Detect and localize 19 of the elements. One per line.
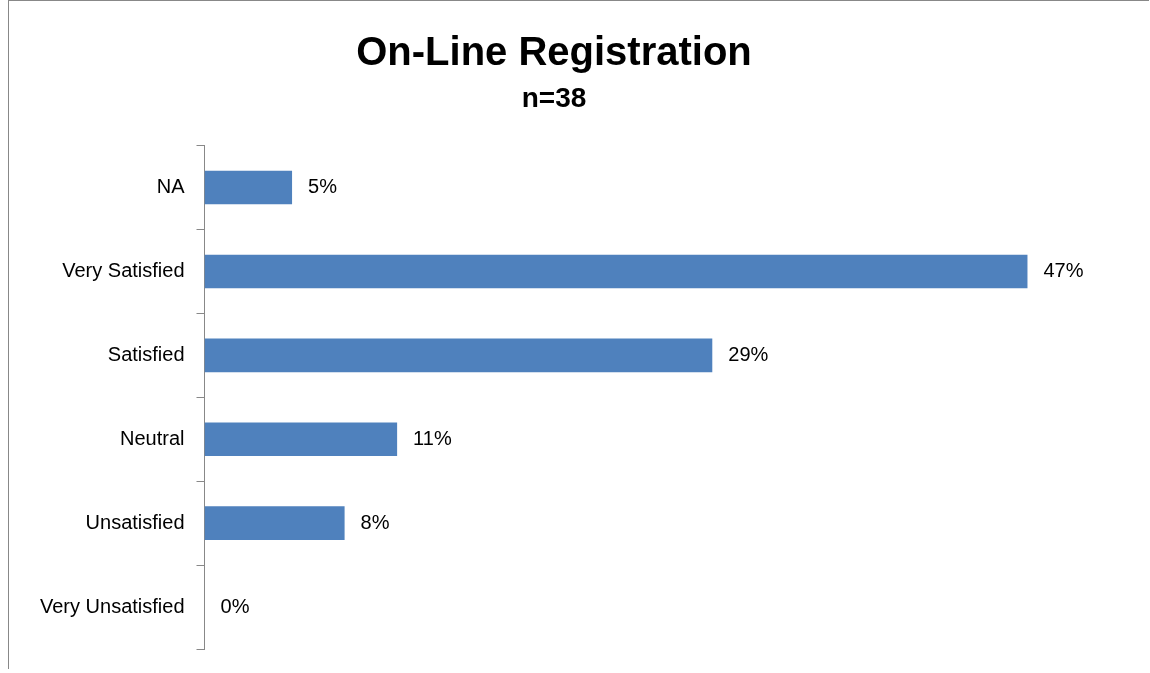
y-tick-label: Very Satisfied — [62, 258, 185, 281]
bar — [204, 506, 345, 540]
bar — [204, 254, 1028, 289]
y-tick-label: Satisfied — [107, 342, 185, 365]
data-label: 29% — [728, 342, 769, 365]
y-tick-label: Unsatisfied — [85, 510, 185, 533]
data-label: 5% — [308, 175, 338, 198]
data-label: 0% — [220, 594, 250, 617]
data-label: 8% — [360, 510, 390, 533]
bar — [204, 338, 713, 373]
data-label: 47% — [1043, 258, 1084, 281]
data-label: 11% — [413, 426, 452, 449]
bar — [204, 422, 398, 457]
y-tick-label: Neutral — [120, 426, 185, 449]
bar — [204, 170, 293, 205]
chart-subtitle: n=38 — [521, 81, 587, 113]
y-tick-label: Very Unsatisfied — [40, 594, 185, 617]
y-tick-label: NA — [156, 175, 186, 198]
chart-title: On-Line Registration — [356, 29, 752, 74]
